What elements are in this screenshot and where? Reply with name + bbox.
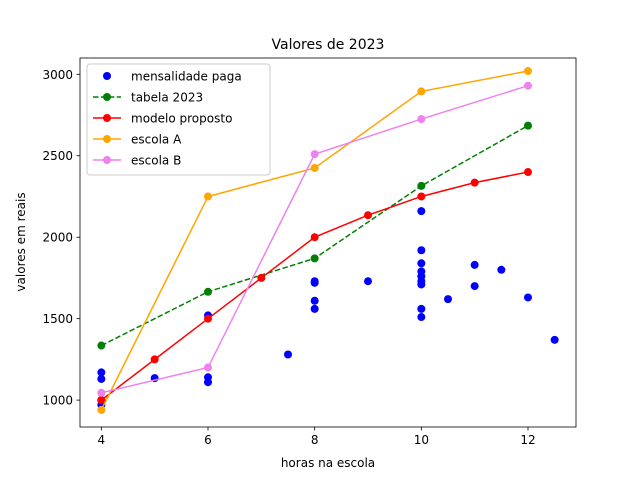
data-point-modelo-proposto: [470, 178, 479, 187]
legend-item: escola A: [93, 133, 182, 147]
legend-item: escola B: [93, 154, 181, 168]
x-tick-label: 4: [98, 433, 106, 447]
x-tick-label: 6: [204, 433, 212, 447]
legend: mensalidade paga tabela 2023 modelo propos…: [86, 63, 271, 176]
data-point-mensalidade-paga: [364, 277, 372, 286]
plot-frame: [79, 57, 577, 428]
chart-title: Valores de 2023: [272, 37, 385, 53]
data-point-escola-b: [310, 150, 319, 159]
legend-label: escola B: [131, 154, 181, 168]
data-point-escola-a: [524, 67, 532, 76]
legend-label: tabela 2023: [131, 91, 203, 105]
data-point-modelo-proposto: [150, 355, 159, 364]
legend-swatch-marker: [103, 135, 111, 143]
data-point-escola-a: [204, 192, 212, 201]
data-point-mensalidade-paga: [97, 368, 106, 377]
data-point-mensalidade-paga: [310, 304, 319, 313]
y-tick-label: 1000: [42, 394, 73, 408]
y-axis-label: valores em reais: [14, 192, 28, 291]
y-tick-label: 1500: [42, 312, 73, 326]
chart-marks: [97, 67, 559, 414]
data-point-mensalidade-paga: [417, 246, 426, 255]
data-point-tabela-2023: [204, 287, 212, 296]
legend-item: modelo proposto: [93, 112, 232, 126]
data-point-modelo-proposto: [97, 396, 106, 405]
data-point-tabela-2023: [417, 181, 426, 190]
data-point-mensalidade-paga: [444, 295, 452, 304]
data-point-modelo-proposto: [204, 314, 212, 323]
y-tick-label: 3000: [42, 68, 73, 82]
data-point-escola-b: [97, 388, 106, 397]
legend-label: escola A: [131, 133, 182, 147]
data-point-escola-b: [417, 115, 426, 124]
data-point-mensalidade-paga: [284, 350, 292, 359]
data-point-mensalidade-paga: [417, 313, 426, 322]
legend-item: tabela 2023: [93, 91, 203, 105]
data-point-escola-a: [417, 87, 426, 96]
data-point-tabela-2023: [524, 121, 532, 130]
data-point-escola-a: [310, 163, 319, 172]
data-point-escola-b: [204, 363, 212, 372]
data-point-modelo-proposto: [257, 273, 266, 282]
legend-item: mensalidade paga: [103, 70, 242, 84]
y-axis: 1000 1500 2000 2500 3000: [42, 68, 80, 408]
data-point-mensalidade-paga: [550, 335, 559, 344]
legend-swatch-marker: [103, 114, 111, 122]
data-point-modelo-proposto: [417, 192, 426, 201]
data-point-mensalidade-paga: [204, 378, 212, 387]
data-point-escola-b: [524, 81, 532, 90]
data-point-tabela-2023: [97, 341, 106, 350]
data-point-mensalidade-paga: [310, 296, 319, 305]
data-point-mensalidade-paga: [417, 304, 426, 313]
data-point-modelo-proposto: [364, 211, 372, 220]
legend-swatch-marker: [103, 156, 111, 164]
legend-swatch-marker: [103, 93, 111, 101]
legend-label: mensalidade paga: [131, 70, 242, 84]
data-point-escola-a: [97, 405, 106, 414]
x-tick-label: 8: [311, 433, 319, 447]
legend-box: [86, 63, 271, 176]
data-point-mensalidade-paga: [524, 293, 532, 302]
data-point-tabela-2023: [310, 254, 319, 263]
x-tick-label: 10: [414, 433, 429, 447]
data-point-mensalidade-paga: [97, 374, 106, 383]
data-point-mensalidade-paga: [470, 282, 479, 291]
x-axis-label: horas na escola: [281, 456, 375, 470]
data-point-mensalidade-paga: [310, 278, 319, 287]
data-point-mensalidade-paga: [417, 207, 426, 216]
data-point-mensalidade-paga: [497, 265, 506, 274]
legend-swatch-marker: [103, 72, 111, 80]
y-tick-label: 2500: [42, 149, 73, 163]
x-axis: 4 6 8 10 12: [98, 427, 536, 447]
data-point-modelo-proposto: [524, 168, 532, 177]
data-point-mensalidade-paga: [417, 259, 426, 268]
y-tick-label: 2000: [42, 231, 73, 245]
data-point-mensalidade-paga: [470, 260, 479, 269]
data-point-modelo-proposto: [310, 233, 319, 242]
data-point-mensalidade-paga: [417, 280, 426, 289]
legend-label: modelo proposto: [131, 112, 232, 126]
x-tick-label: 12: [520, 433, 535, 447]
